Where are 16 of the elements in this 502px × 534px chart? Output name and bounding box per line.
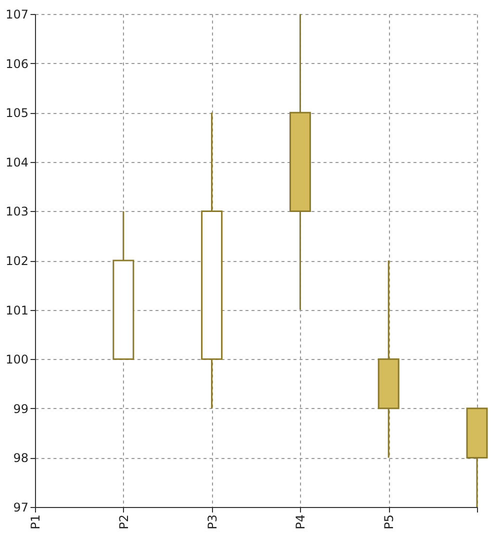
y-tick-label: 102 — [6, 254, 28, 268]
y-tick-label: 98 — [13, 451, 28, 466]
x-tick-label: P3 — [205, 514, 220, 530]
y-tick-label: 97 — [13, 500, 28, 514]
x-tick-label: P4 — [294, 514, 308, 530]
y-tick-label: 107 — [6, 8, 28, 22]
x-tick-label: P2 — [116, 514, 131, 530]
y-tick-label: 103 — [6, 204, 28, 219]
x-tick-label: P5 — [382, 514, 396, 530]
y-tick-label: 101 — [6, 303, 28, 318]
y-tick-label: 100 — [6, 352, 28, 367]
y-tick-label: 105 — [6, 106, 28, 120]
x-tick-label: P1 — [28, 514, 42, 530]
y-tick-label: 104 — [6, 155, 28, 170]
y-tick-label: 106 — [6, 56, 28, 71]
y-tick-label: 99 — [13, 402, 28, 416]
